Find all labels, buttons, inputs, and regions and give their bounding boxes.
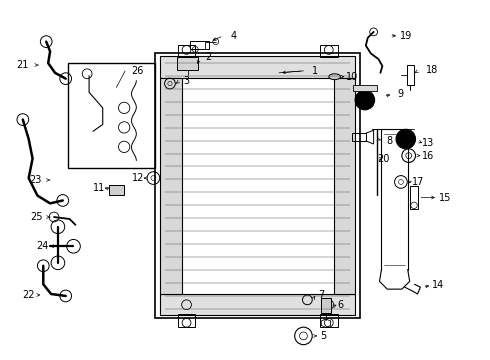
Bar [177, 57, 198, 70]
Text: 24: 24 [36, 241, 49, 251]
Bar [321, 298, 331, 314]
Text: 11: 11 [93, 183, 105, 193]
Text: 25: 25 [30, 212, 43, 222]
Bar [320, 315, 338, 327]
Ellipse shape [329, 74, 341, 80]
Bar [410, 186, 418, 209]
Text: 6: 6 [338, 300, 343, 310]
Bar [160, 78, 182, 294]
Text: 19: 19 [400, 31, 412, 41]
Bar [334, 78, 355, 294]
Text: 22: 22 [23, 290, 35, 300]
Text: 26: 26 [132, 66, 144, 76]
Bar [68, 63, 155, 168]
Text: 18: 18 [426, 65, 438, 75]
Bar [178, 315, 196, 327]
Circle shape [396, 129, 416, 149]
Text: 17: 17 [412, 177, 425, 187]
Text: 7: 7 [318, 290, 324, 300]
Text: 9: 9 [398, 89, 404, 99]
Text: 14: 14 [432, 280, 444, 290]
Bar [155, 53, 360, 318]
Circle shape [355, 90, 374, 110]
Text: 20: 20 [377, 154, 390, 163]
Text: 10: 10 [346, 72, 358, 82]
Text: 4: 4 [230, 31, 236, 41]
Bar [160, 294, 355, 315]
Bar [160, 56, 355, 78]
Text: 5: 5 [320, 331, 326, 341]
Bar [109, 185, 124, 195]
Text: 12: 12 [132, 173, 144, 183]
Text: 21: 21 [17, 60, 29, 70]
Text: 8: 8 [386, 136, 392, 146]
Bar [320, 45, 338, 57]
Text: 16: 16 [422, 150, 434, 161]
Bar [353, 85, 376, 91]
Bar [162, 60, 353, 311]
Text: 13: 13 [422, 138, 434, 148]
Bar [191, 41, 209, 49]
Text: 15: 15 [439, 193, 451, 203]
Text: 23: 23 [29, 175, 42, 185]
Text: 3: 3 [183, 76, 190, 86]
Bar [407, 65, 414, 85]
Text: 2: 2 [205, 52, 211, 62]
Bar [352, 133, 366, 141]
Bar [178, 45, 196, 57]
Text: 1: 1 [312, 66, 318, 76]
